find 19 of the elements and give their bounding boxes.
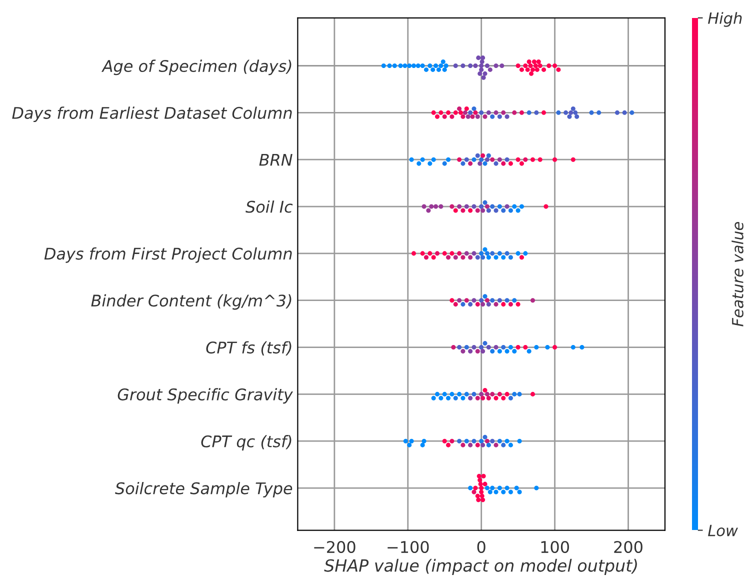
- y-tick-label: CPT fs (tsf): [206, 341, 292, 356]
- y-tick-label: Days from Earliest Dataset Column: [12, 106, 292, 122]
- y-tick-label: Grout Specific Gravity: [118, 388, 294, 404]
- y-tick-label: CPT qc (tsf): [201, 435, 292, 450]
- color-bar-label: Low: [708, 524, 738, 536]
- y-tick-label: Age of Specimen (days): [101, 60, 292, 76]
- x-tick-label: −100: [388, 540, 429, 554]
- x-tick-label: 0: [477, 540, 486, 554]
- x-tick-label: −200: [314, 540, 356, 554]
- y-tick-label: Binder Content (kg/m^3): [91, 294, 292, 310]
- x-tick-label: 200: [614, 540, 642, 554]
- y-tick-label: Soil Ic: [246, 200, 293, 213]
- color-bar-title: Feature value: [732, 222, 744, 326]
- x-tick-label: 100: [541, 540, 569, 554]
- x-axis-title: SHAP value (impact on model output): [324, 558, 637, 576]
- color-bar-label: High: [708, 12, 742, 27]
- y-tick-label: Days from First Project Column: [44, 247, 292, 263]
- y-tick-label: Soilcrete Sample Type: [115, 482, 292, 498]
- y-tick-label: BRN: [259, 154, 292, 166]
